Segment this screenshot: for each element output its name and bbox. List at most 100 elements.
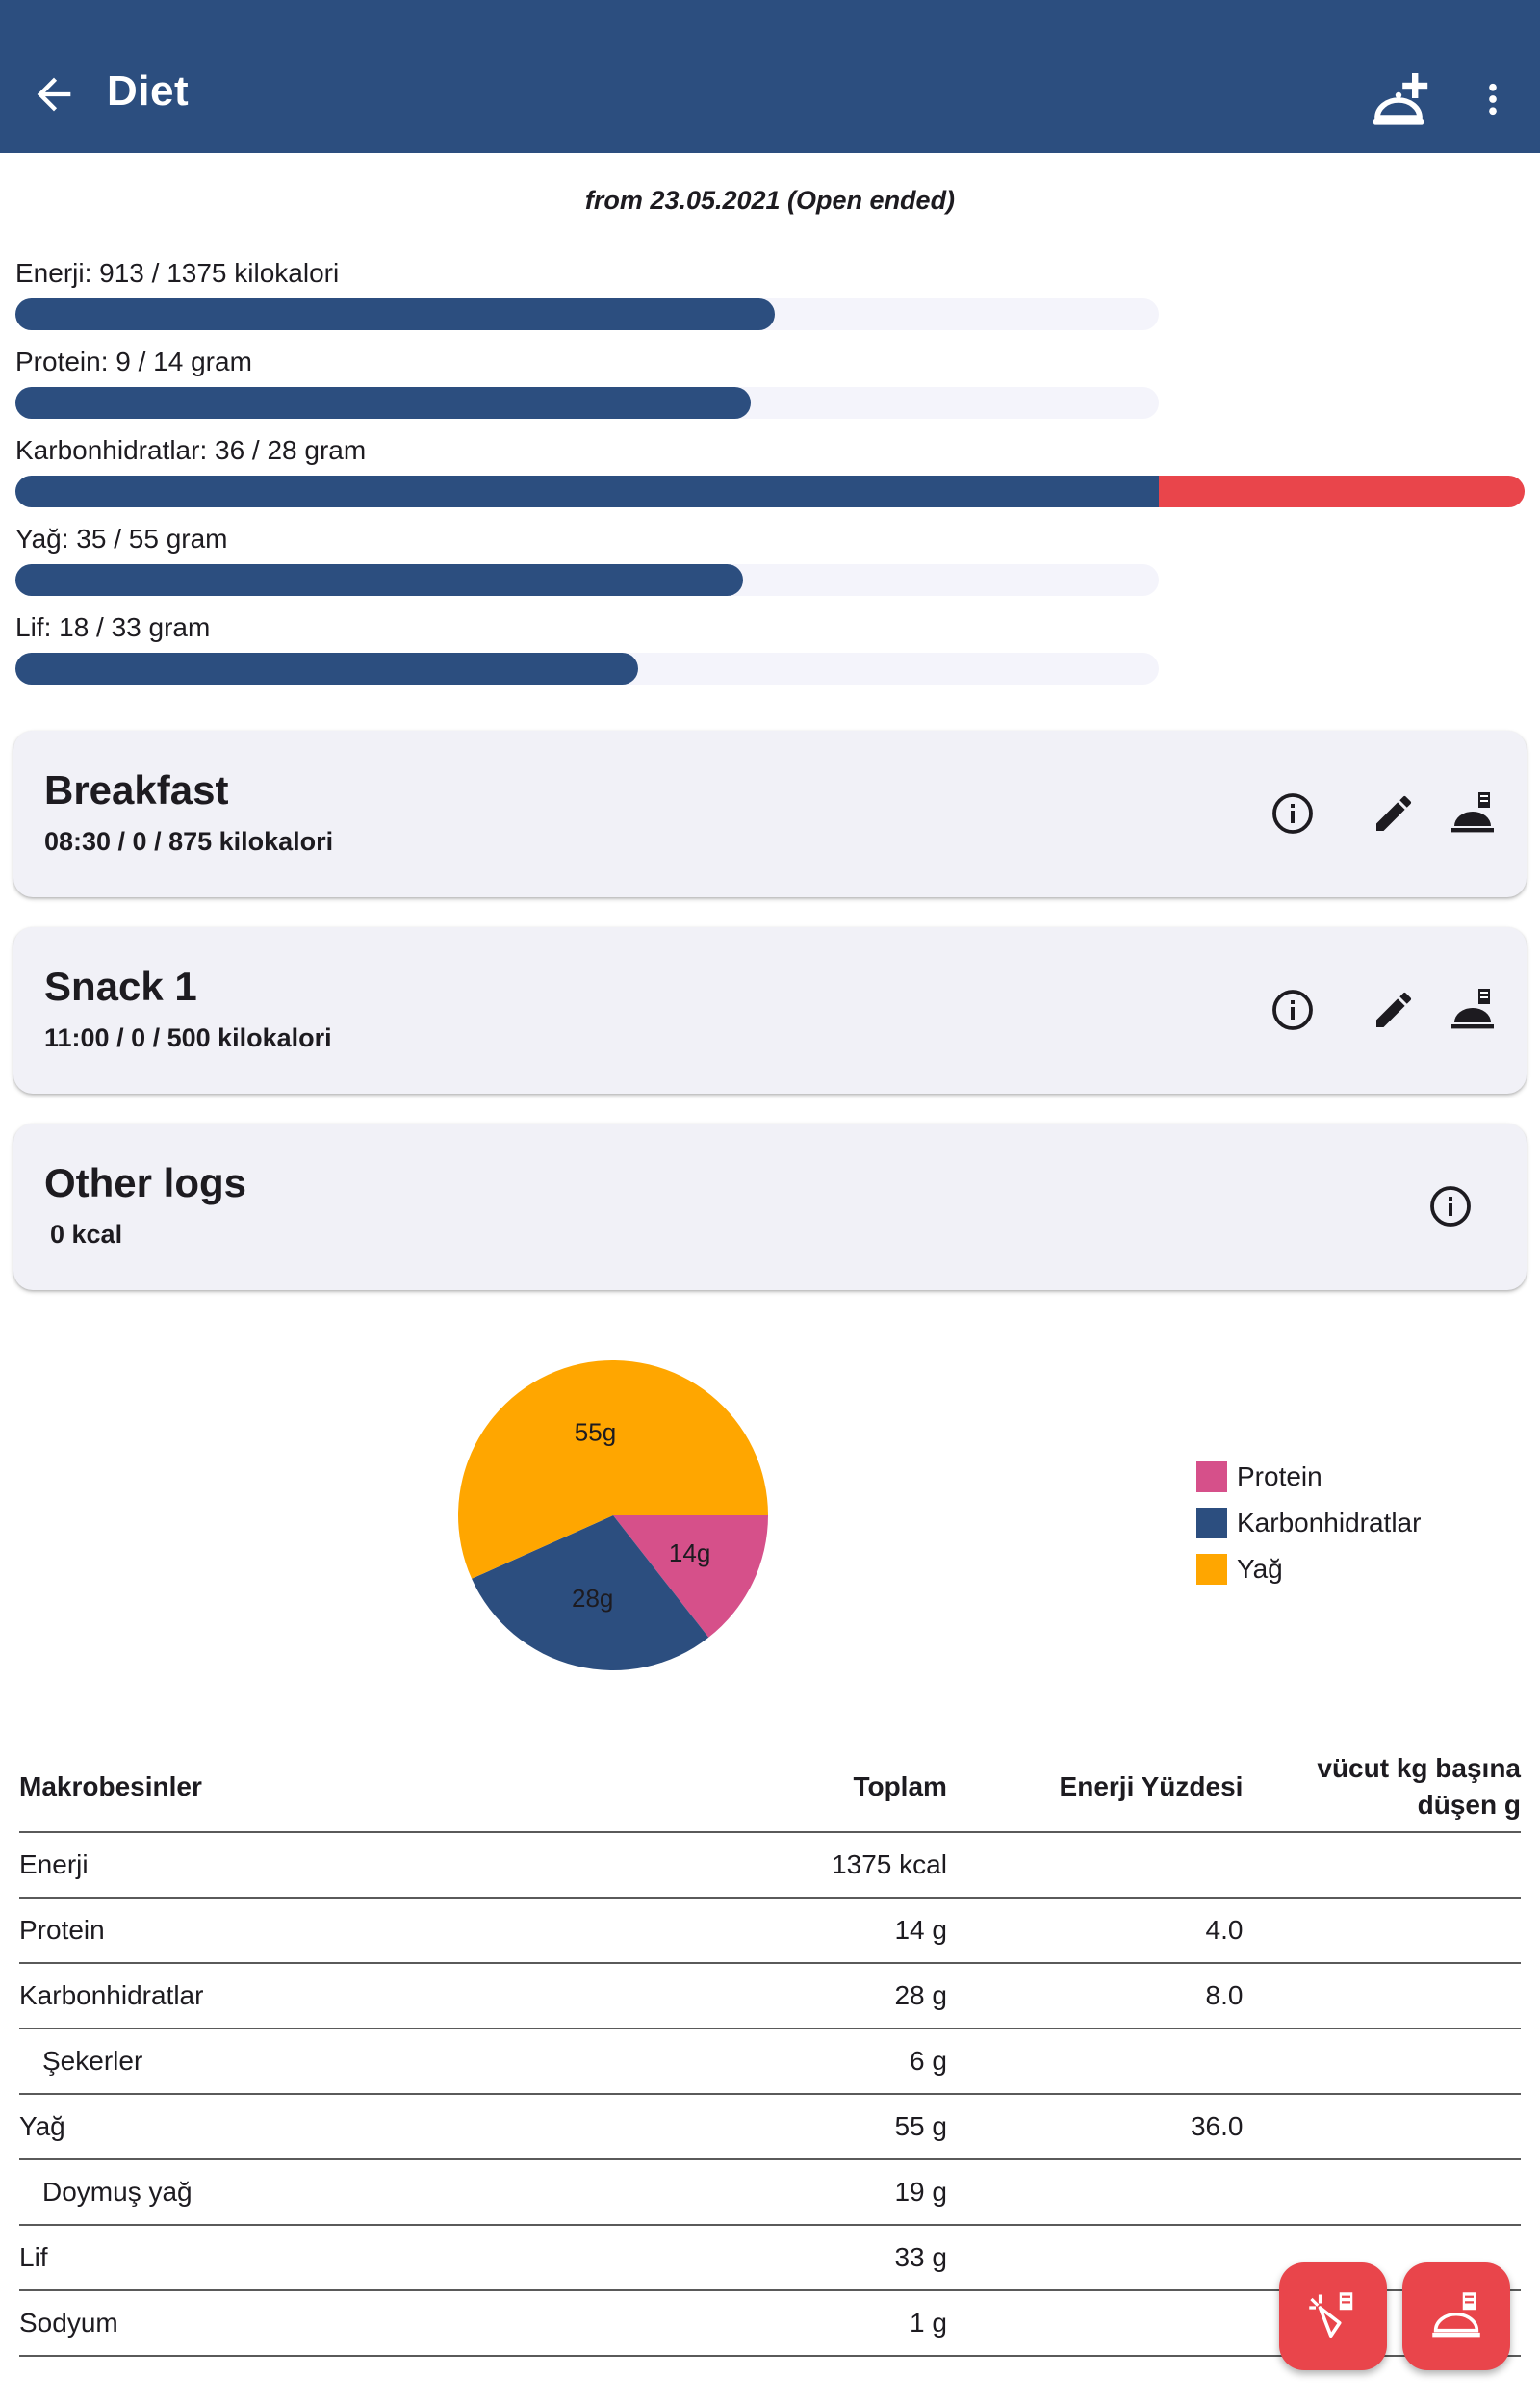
log-meal-icon: [1432, 2292, 1480, 2338]
legend-label: Protein: [1237, 1461, 1322, 1491]
legend-swatch: [1196, 1554, 1227, 1585]
cell-energy-pct: 36.0: [946, 2094, 1244, 2160]
cell-energy-pct: [946, 1832, 1244, 1899]
cell-per-kg: [1243, 1832, 1521, 1899]
meal-title: Breakfast: [44, 767, 229, 813]
cell-total: 33 g: [629, 2225, 947, 2291]
legend-item: Protein: [1196, 1454, 1421, 1500]
cell-name: Protein: [19, 1898, 630, 1964]
table-row: Şekerler 6 g: [19, 2028, 1521, 2095]
progress-fill: [15, 653, 639, 685]
cell-name: Doymuş yağ: [19, 2159, 630, 2226]
log-meal-icon[interactable]: [1450, 790, 1496, 837]
pie-slice-karbonhidratlar: [472, 1515, 709, 1670]
chart-legend: Protein Karbonhidratlar Yağ: [1196, 1454, 1421, 1592]
cell-name: Enerji: [19, 1832, 630, 1899]
column-header: vücut kg başına düşen g: [1243, 1743, 1521, 1833]
progress-energy: Enerji: 913 / 1375 kilokalori: [15, 254, 1536, 330]
edit-icon[interactable]: [1371, 790, 1417, 837]
meal-subtitle: 08:30 / 0 / 875 kilokalori: [44, 827, 334, 856]
progress-fiber: Lif: 18 / 33 gram: [15, 608, 1536, 685]
legend-item: Yağ: [1196, 1546, 1421, 1592]
cell-total: 1 g: [629, 2290, 947, 2357]
pie-slice-label: 28g: [572, 1584, 613, 1613]
progress-carbs: Karbonhidratlar: 36 / 28 gram: [15, 431, 1536, 507]
info-icon[interactable]: [1270, 987, 1316, 1033]
column-header: Toplam: [629, 1743, 947, 1833]
cell-name: Şekerler: [19, 2028, 630, 2095]
cell-total: 14 g: [629, 1898, 947, 1964]
log-meal-fab[interactable]: [1402, 2262, 1510, 2370]
progress-label: Enerji: 913 / 1375 kilokalori: [15, 258, 340, 288]
cell-name: Yağ: [19, 2094, 630, 2160]
macro-table: Makrobesinler Toplam Enerji Yüzdesi vücu…: [19, 1743, 1521, 2357]
progress-track: [15, 476, 1525, 507]
other-logs-title: Other logs: [44, 1160, 247, 1205]
cell-total: 28 g: [629, 1963, 947, 2029]
cell-per-kg: [1243, 2028, 1521, 2095]
arrow-back-icon[interactable]: [29, 69, 79, 119]
page-title: Diet: [107, 67, 190, 115]
table-row: Enerji 1375 kcal: [19, 1832, 1521, 1899]
pie-slice-protein: [613, 1515, 768, 1638]
progress-fill: [15, 387, 751, 419]
progress-fill: [15, 298, 775, 330]
cell-name: Karbonhidratlar: [19, 1963, 630, 2029]
cell-total: 55 g: [629, 2094, 947, 2160]
info-icon[interactable]: [1427, 1183, 1474, 1229]
cell-total: 1375 kcal: [629, 1832, 947, 1899]
pie-svg: 14g 28g 55g: [458, 1360, 768, 1670]
cell-per-kg: [1243, 2094, 1521, 2160]
table-header-row: Makrobesinler Toplam Enerji Yüzdesi vücu…: [19, 1743, 1521, 1833]
app-bar: Diet: [0, 0, 1540, 153]
cell-energy-pct: [946, 2290, 1244, 2357]
pie-slice-label: 14g: [669, 1538, 710, 1567]
cell-total: 19 g: [629, 2159, 947, 2226]
progress-fill: [15, 564, 743, 596]
edit-icon[interactable]: [1371, 987, 1417, 1033]
progress-fill: [15, 476, 1159, 507]
progress-track: [15, 653, 1159, 685]
table-row: Karbonhidratlar 28 g 8.0: [19, 1963, 1521, 2029]
meal-title: Snack 1: [44, 964, 197, 1009]
info-icon[interactable]: [1270, 790, 1316, 837]
cell-energy-pct: [946, 2028, 1244, 2095]
progress-fat: Yağ: 35 / 55 gram: [15, 520, 1536, 596]
progress-track: [15, 387, 1159, 419]
cell-energy-pct: [946, 2159, 1244, 2226]
legend-swatch: [1196, 1461, 1227, 1492]
log-ingredient-icon: [1309, 2292, 1353, 2338]
cell-per-kg: [1243, 2159, 1521, 2226]
other-logs-card[interactable]: Other logs 0 kcal: [13, 1124, 1527, 1290]
cell-per-kg: [1243, 1963, 1521, 2029]
log-meal-icon[interactable]: [1450, 987, 1496, 1033]
log-ingredient-fab[interactable]: [1279, 2262, 1387, 2370]
table-row: Yağ 55 g 36.0: [19, 2094, 1521, 2160]
plan-date-range: from 23.05.2021 (Open ended): [584, 186, 956, 215]
cell-energy-pct: 8.0: [946, 1963, 1244, 2029]
table-row: Doymuş yağ 19 g: [19, 2159, 1521, 2226]
add-meal-plate-icon[interactable]: [1372, 71, 1433, 129]
other-logs-subtitle: 0 kcal: [50, 1220, 123, 1249]
legend-label: Karbonhidratlar: [1237, 1508, 1422, 1537]
table-row: Protein 14 g 4.0: [19, 1898, 1521, 1964]
more-vert-icon[interactable]: [1473, 79, 1513, 119]
progress-protein: Protein: 9 / 14 gram: [15, 343, 1536, 419]
pie-slice-ya: [458, 1360, 768, 1579]
column-header: Makrobesinler: [19, 1743, 630, 1833]
meal-subtitle: 11:00 / 0 / 500 kilokalori: [44, 1023, 332, 1052]
cell-energy-pct: 4.0: [946, 1898, 1244, 1964]
column-header: Enerji Yüzdesi: [946, 1743, 1244, 1833]
progress-label: Lif: 18 / 33 gram: [15, 612, 211, 642]
progress-label: Karbonhidratlar: 36 / 28 gram: [15, 435, 367, 465]
meal-card-snack[interactable]: Snack 1 11:00 / 0 / 500 kilokalori: [13, 927, 1527, 1094]
cell-name: Sodyum: [19, 2290, 630, 2357]
cell-energy-pct: [946, 2225, 1244, 2291]
progress-overflow: [1159, 476, 1525, 507]
legend-item: Karbonhidratlar: [1196, 1500, 1421, 1546]
cell-name: Lif: [19, 2225, 630, 2291]
meal-card-breakfast[interactable]: Breakfast 08:30 / 0 / 875 kilokalori: [13, 731, 1527, 897]
progress-track: [15, 298, 1159, 330]
macro-pie-chart: 14g 28g 55g: [458, 1360, 768, 1670]
legend-label: Yağ: [1237, 1554, 1283, 1584]
